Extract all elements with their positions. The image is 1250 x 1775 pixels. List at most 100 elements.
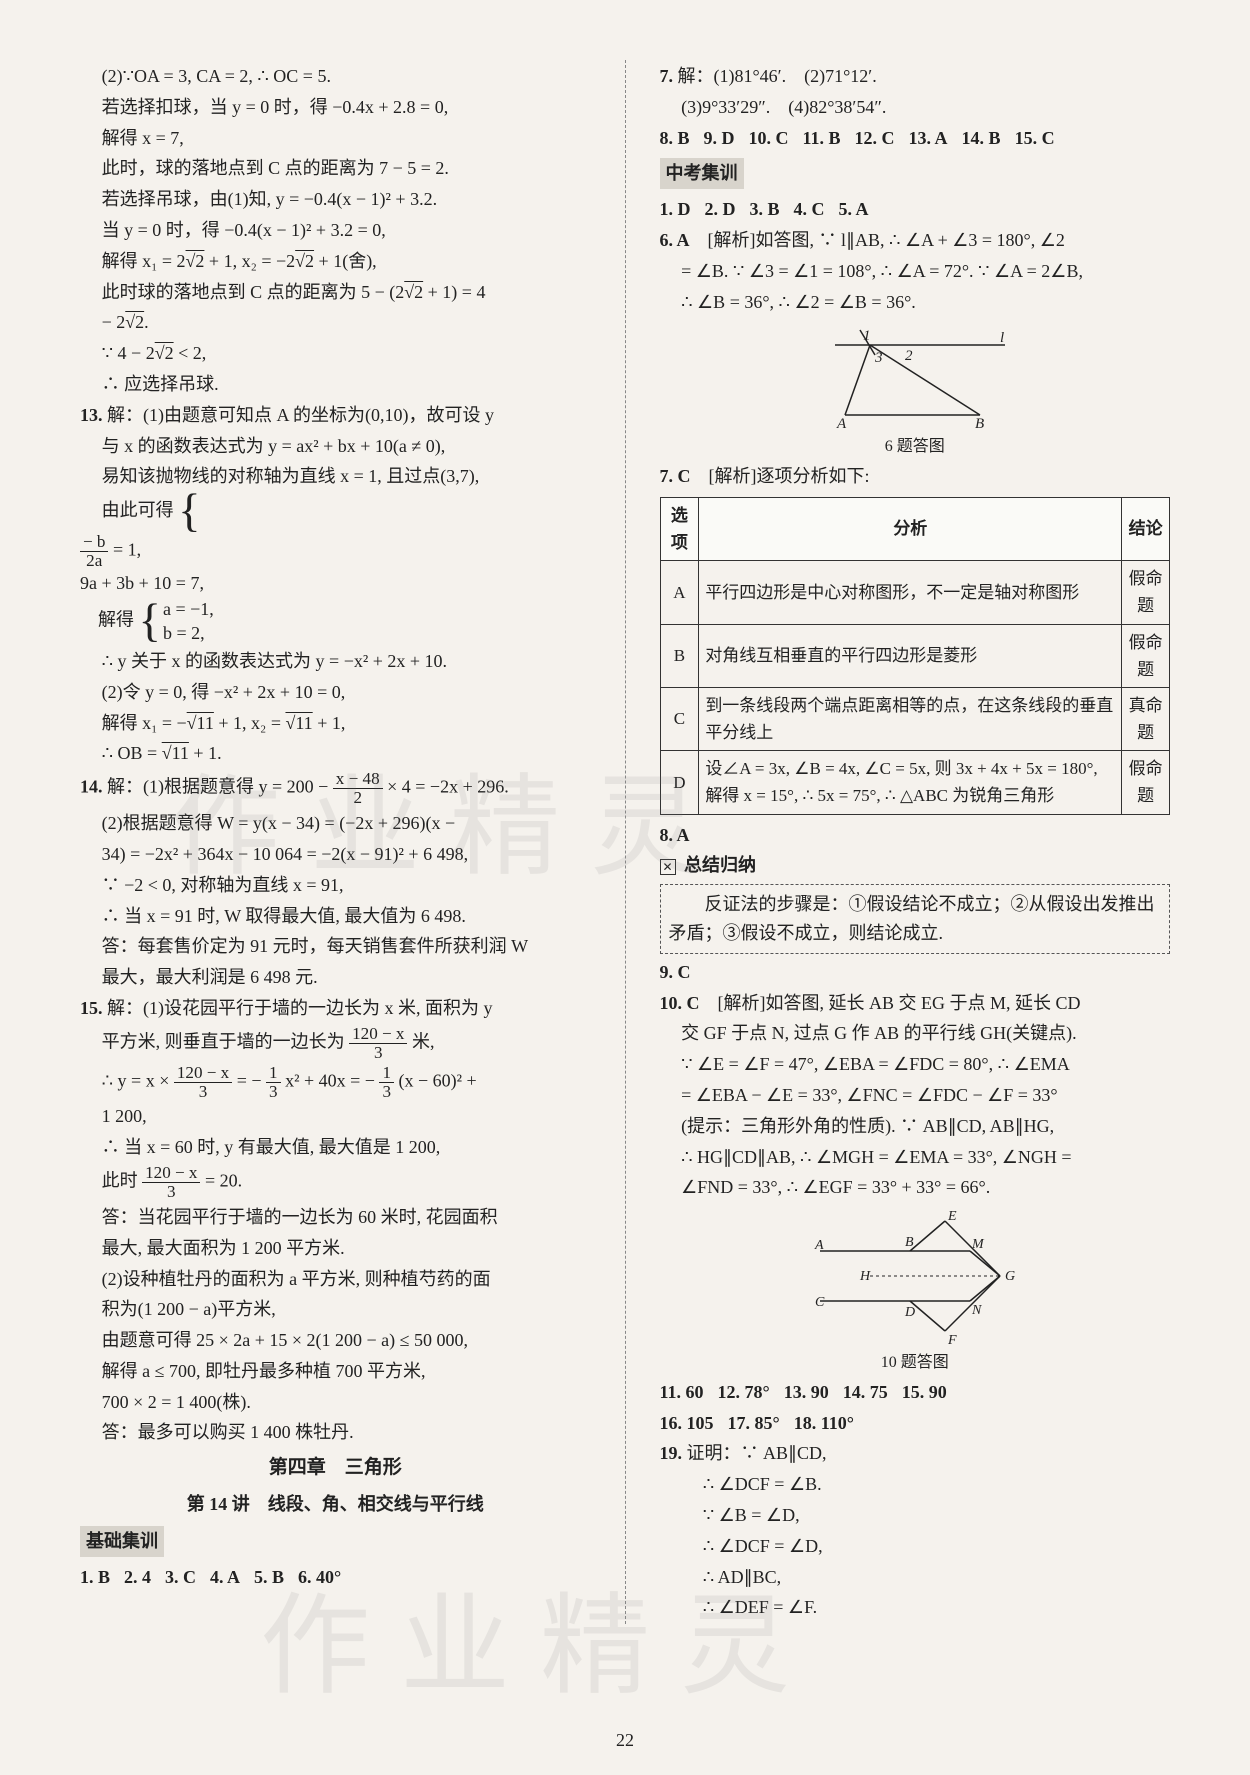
solution-line: = ∠B. ∵ ∠3 = ∠1 = 108°, ∴ ∠A = 72°. ∵ ∠A…: [660, 257, 1171, 286]
solution-line: 当 y = 0 时，得 −0.4(x − 1)² + 3.2 = 0,: [80, 216, 591, 245]
two-column-layout: (2)∵OA = 3, CA = 2, ∴ OC = 5. 若选择扣球，当 y …: [80, 60, 1170, 1624]
left-column: (2)∵OA = 3, CA = 2, ∴ OC = 5. 若选择扣球，当 y …: [80, 60, 591, 1624]
proof-line: ∵ ∠B = ∠D,: [660, 1501, 1171, 1530]
problem-6: 6. A [解析]如答图, ∵ l∥AB, ∴ ∠A + ∠3 = 180°, …: [660, 226, 1171, 255]
summary-box: 反证法的步骤是：①假设结论不成立；②从假设出发推出矛盾；③假设不成立，则结论成立…: [660, 884, 1171, 954]
svg-text:A: A: [836, 416, 847, 430]
solution-line: ∵ 4 − 2√2 < 2,: [80, 339, 591, 368]
solution-line: 700 × 2 = 1 400(株).: [80, 1388, 591, 1417]
basic-training-title: 基础集训: [80, 1526, 164, 1557]
solution-line: (2)根据题意得 W = y(x − 34) = (−2x + 296)(x −: [80, 809, 591, 838]
svg-text:G: G: [1005, 1269, 1015, 1284]
solution-line: 解得 x = 7,: [80, 124, 591, 153]
analysis-table: 选项 分析 结论 A 平行四边形是中心对称图形，不一定是轴对称图形 假命题 B …: [660, 497, 1171, 815]
solution-line: 1 200,: [80, 1102, 591, 1131]
solution-line: 此时球的落地点到 C 点的距离为 5 − (2√2 + 1) = 4: [80, 278, 591, 307]
solution-line: ∴ y = x × 120 − x3 = − 13 x² + 40x = − 1…: [80, 1064, 591, 1101]
answers-row: 11. 60 12. 78° 13. 90 14. 75 15. 90: [660, 1378, 1171, 1407]
zhongkao-title: 中考集训: [660, 158, 744, 189]
table-row: D 设∠A = 3x, ∠B = 4x, ∠C = 5x, 则 3x + 4x …: [660, 751, 1170, 814]
problem-19: 19. 证明：∵ AB∥CD,: [660, 1439, 1171, 1468]
svg-text:B: B: [905, 1235, 914, 1250]
table-row: A 平行四边形是中心对称图形，不一定是轴对称图形 假命题: [660, 561, 1170, 624]
solution-line: 解得 a ≤ 700, 即牡丹最多种植 700 平方米,: [80, 1357, 591, 1386]
solution-line: 解得 x₁ = −√11 + 1, x₂ = √11 + 1,: [80, 709, 591, 738]
solution-line: ∴ y 关于 x 的函数表达式为 y = −x² + 2x + 10.: [80, 647, 591, 676]
solution-line: 若选择扣球，当 y = 0 时，得 −0.4x + 2.8 = 0,: [80, 93, 591, 122]
answers-row: 8. B 9. D 10. C 11. B 12. C 13. A 14. B …: [660, 124, 1171, 153]
solution-line: 此时，球的落地点到 C 点的距离为 7 − 5 = 2.: [80, 154, 591, 183]
solution-line: ∠FND = 33°, ∴ ∠EGF = 33° + 33° = 66°.: [660, 1173, 1171, 1202]
solution-line: 平方米, 则垂直于墙的一边长为 120 − x3 米,: [80, 1025, 591, 1062]
svg-text:D: D: [904, 1305, 915, 1320]
solution-line: 最大，最大利润是 6 498 元.: [80, 963, 591, 992]
solution-line: ∴ OB = √11 + 1.: [80, 739, 591, 768]
problem-15: 15. 解：(1)设花园平行于墙的一边长为 x 米, 面积为 y: [80, 994, 591, 1023]
solution-line: 答：当花园平行于墙的一边长为 60 米时, 花园面积: [80, 1203, 591, 1232]
problem-7-top: 7. 解：(1)81°46′. (2)71°12′.: [660, 62, 1171, 91]
svg-text:1: 1: [863, 328, 871, 344]
answers-row: 16. 105 17. 85° 18. 110°: [660, 1409, 1171, 1438]
solution-line: (2)设种植牡丹的面积为 a 平方米, 则种植芍药的面: [80, 1265, 591, 1294]
figure-caption: 6 题答图: [660, 434, 1171, 460]
svg-text:A: A: [814, 1238, 824, 1253]
right-column: 7. 解：(1)81°46′. (2)71°12′. (3)9°33′29″. …: [660, 60, 1171, 1624]
solution-line: ∴ 应选择吊球.: [80, 370, 591, 399]
answer-9: 9. C: [660, 958, 1171, 987]
svg-text:E: E: [947, 1209, 957, 1224]
problem-10: 10. C [解析]如答图, 延长 AB 交 EG 于点 M, 延长 CD: [660, 989, 1171, 1018]
problem-14: 14. 解：(1)根据题意得 y = 200 − x − 482 × 4 = −…: [80, 770, 591, 807]
solution-line: 最大, 最大面积为 1 200 平方米.: [80, 1234, 591, 1263]
table-row: C 到一条线段两个端点距离相等的点，在这条线段的垂直平分线上 真命题: [660, 687, 1170, 750]
solution-line: 答：每套售价定为 91 元时，每天销售套件所获利润 W: [80, 932, 591, 961]
solution-line: − 2√2.: [80, 308, 591, 337]
solution-line: (2)∵OA = 3, CA = 2, ∴ OC = 5.: [80, 62, 591, 91]
figure-10-svg: A B C D E F G H M N: [800, 1206, 1030, 1346]
solution-line: = ∠EBA − ∠E = 33°, ∠FNC = ∠FDC − ∠F = 33…: [660, 1081, 1171, 1110]
solution-line: ∵ −2 < 0, 对称轴为直线 x = 91,: [80, 871, 591, 900]
solution-line: 此时 120 − x3 = 20.: [80, 1164, 591, 1201]
proof-line: ∴ AD∥BC,: [660, 1563, 1171, 1592]
svg-text:3: 3: [874, 350, 883, 366]
basic-answers: 1. B 2. 4 3. C 4. A 5. B 6. 40°: [80, 1563, 591, 1592]
solution-line: 解得 x₁ = 2√2 + 1, x₂ = −2√2 + 1(舍),: [80, 247, 591, 276]
solution-line: 积为(1 200 − a)平方米,: [80, 1295, 591, 1324]
figure-6-svg: l A B 1 2 3: [815, 320, 1015, 430]
table-row: B 对角线互相垂直的平行四边形是菱形 假命题: [660, 624, 1170, 687]
solution-line: 易知该抛物线的对称轴为直线 x = 1, 且过点(3,7),: [80, 462, 591, 491]
solution-line: 交 GF 于点 N, 过点 G 作 AB 的平行线 GH(关键点).: [660, 1019, 1171, 1048]
solution-line: ∵ ∠E = ∠F = 47°, ∠EBA = ∠FDC = 80°, ∴ ∠E…: [660, 1050, 1171, 1079]
solution-line: 与 x 的函数表达式为 y = ax² + bx + 10(a ≠ 0),: [80, 432, 591, 461]
svg-text:B: B: [975, 416, 984, 430]
figure-caption: 10 题答图: [660, 1350, 1171, 1376]
svg-text:C: C: [815, 1295, 825, 1310]
solution-line: ∴ HG∥CD∥AB, ∴ ∠MGH = ∠EMA = 33°, ∠NGH =: [660, 1143, 1171, 1172]
problem-7: 7. C [解析]逐项分析如下:: [660, 462, 1171, 491]
solution-line: 由题意可得 25 × 2a + 15 × 2(1 200 − a) ≤ 50 0…: [80, 1326, 591, 1355]
chapter-title: 第四章 三角形: [80, 1453, 591, 1483]
solution-line: 答：最多可以购买 1 400 株牡丹.: [80, 1418, 591, 1447]
answer-8: 8. A: [660, 821, 1171, 850]
solution-line: 若选择吊球，由(1)知, y = −0.4(x − 1)² + 3.2.: [80, 185, 591, 214]
svg-text:F: F: [947, 1333, 957, 1346]
solution-line: (提示：三角形外角的性质). ∵ AB∥CD, AB∥HG,: [660, 1112, 1171, 1141]
page-number: 22: [616, 1726, 634, 1755]
lesson-title: 第 14 讲 线段、角、相交线与平行线: [80, 1490, 591, 1519]
svg-text:l: l: [1000, 330, 1004, 346]
column-divider: [625, 60, 626, 1624]
problem-13: 13. 解：(1)由题意可知点 A 的坐标为(0,10)，故可设 y: [80, 401, 591, 430]
svg-text:M: M: [971, 1237, 985, 1252]
proof-line: ∴ ∠DCF = ∠B.: [660, 1470, 1171, 1499]
solution-line: (3)9°33′29″. (4)82°38′54″.: [660, 93, 1171, 122]
proof-line: ∴ ∠DEF = ∠F.: [660, 1593, 1171, 1622]
solution-line: 34) = −2x² + 364x − 10 064 = −2(x − 91)²…: [80, 840, 591, 869]
summary-heading: ✕ 总结归纳: [660, 851, 1171, 880]
svg-text:H: H: [859, 1269, 871, 1284]
svg-text:N: N: [971, 1303, 982, 1318]
proof-line: ∴ ∠DCF = ∠D,: [660, 1532, 1171, 1561]
svg-text:2: 2: [905, 348, 913, 364]
solution-line: ∴ ∠B = 36°, ∴ ∠2 = ∠B = 36°.: [660, 288, 1171, 317]
solution-line: 由此可得 {: [80, 493, 591, 530]
answers-row: 1. D 2. D 3. B 4. C 5. A: [660, 195, 1171, 224]
solution-line: (2)令 y = 0, 得 −x² + 2x + 10 = 0,: [80, 678, 591, 707]
